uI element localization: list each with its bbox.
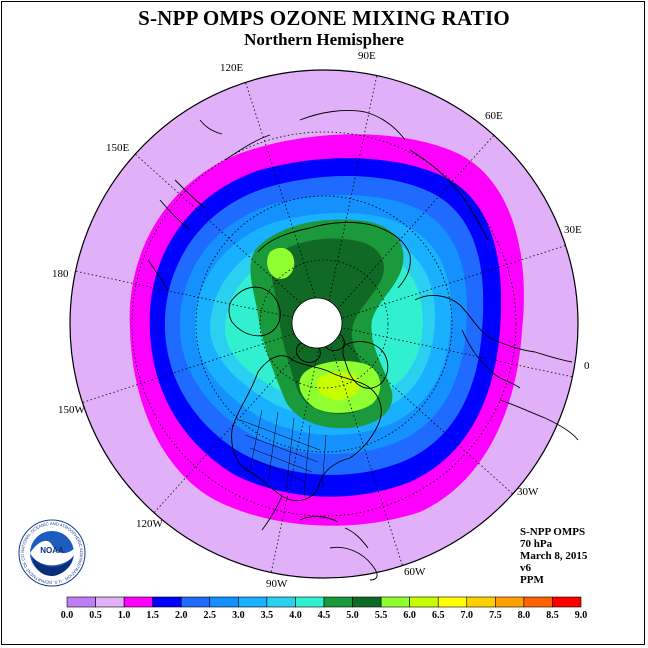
colorbar-tick-label: 3.5 bbox=[260, 610, 274, 621]
colorbar-swatch bbox=[409, 596, 439, 608]
lon-label: 60E bbox=[485, 110, 503, 122]
colorbar-swatch bbox=[180, 596, 211, 608]
lon-label: 150E bbox=[106, 142, 130, 154]
colorbar-swatch bbox=[238, 596, 268, 608]
map-subtitle: Northern Hemisphere bbox=[244, 30, 404, 49]
colorbar-swatch bbox=[380, 596, 410, 608]
info-version: v6 bbox=[520, 562, 531, 574]
info-units: PPM bbox=[520, 574, 544, 586]
colorbar-tick-label: 6.0 bbox=[403, 610, 416, 621]
lon-label: 60W bbox=[404, 566, 426, 578]
lon-label: 180 bbox=[52, 268, 69, 280]
colorbar-swatch bbox=[523, 596, 553, 608]
colorbar-swatch bbox=[295, 596, 325, 608]
colorbar-tick-label: 6.5 bbox=[431, 610, 445, 621]
lon-label: 30E bbox=[564, 224, 582, 236]
polar-night-mask bbox=[291, 297, 343, 349]
colorbar-tick-label: 8.5 bbox=[546, 610, 559, 621]
info-pressure: 70 hPa bbox=[520, 538, 553, 550]
latitude-circle bbox=[131, 131, 517, 517]
coastlines bbox=[147, 110, 579, 581]
colorbar-swatch bbox=[123, 596, 153, 608]
colorbar-tick-label: 0.5 bbox=[89, 610, 102, 621]
graticule bbox=[75, 75, 573, 573]
map-boundary bbox=[69, 69, 579, 579]
colorbar-swatch bbox=[352, 596, 382, 608]
info-date: March 8, 2015 bbox=[520, 550, 588, 562]
colorbar-swatch bbox=[209, 596, 239, 608]
latitude-circle bbox=[195, 195, 453, 453]
colorbar-swatch bbox=[66, 596, 96, 608]
colorbar-swatch bbox=[152, 596, 182, 608]
band-5.5-6.0 bbox=[267, 247, 295, 279]
colorbar-tick-label: 7.5 bbox=[489, 610, 502, 621]
map-title: S-NPP OMPS OZONE MIXING RATIO bbox=[138, 6, 510, 30]
colorbar-swatch bbox=[95, 596, 125, 608]
lon-label: 90E bbox=[358, 50, 376, 62]
colorbar-tick-label: 8.0 bbox=[517, 610, 531, 621]
logo-text: NOAA bbox=[40, 546, 64, 555]
colorbar-tick-label: 2.0 bbox=[174, 610, 188, 621]
lon-label: 0 bbox=[584, 360, 590, 372]
colorbar-tick-label: 4.5 bbox=[317, 610, 331, 621]
lon-label: 120E bbox=[220, 62, 244, 74]
colorbar-tick-label: 5.0 bbox=[346, 610, 359, 621]
colorbar-tick-label: 0.0 bbox=[60, 610, 74, 621]
colorbar-tick-label: 9.0 bbox=[574, 610, 588, 621]
noaa-logo: NATIONAL OCEANIC AND ATMOSPHERIC ADMINIS… bbox=[18, 519, 86, 587]
colorbar-swatch bbox=[552, 596, 582, 608]
colorbar-tick-label: 2.5 bbox=[203, 610, 217, 621]
colorbar-swatch bbox=[266, 596, 296, 608]
lon-label: 90W bbox=[266, 578, 288, 590]
latitude-circle bbox=[259, 259, 389, 389]
colorbar-tick-label: 1.5 bbox=[146, 610, 159, 621]
colorbar-swatch bbox=[495, 596, 525, 608]
lon-label: 30W bbox=[517, 486, 539, 498]
info-instrument: S-NPP OMPS bbox=[520, 526, 586, 538]
colorbar-swatch bbox=[466, 596, 496, 608]
colorbar-swatch bbox=[437, 596, 468, 608]
colorbar-tick-label: 3.0 bbox=[232, 610, 245, 621]
colorbar-tick-label: 1.0 bbox=[117, 610, 131, 621]
colorbar-tick-label: 7.0 bbox=[460, 610, 474, 621]
lon-label: 150W bbox=[58, 404, 85, 416]
colorbar-tick-label: 4.0 bbox=[289, 610, 302, 621]
colorbar-tick-label: 5.5 bbox=[374, 610, 388, 621]
colorbar-swatch bbox=[323, 596, 353, 608]
lon-label: 120W bbox=[136, 518, 163, 530]
us-state-borders bbox=[239, 409, 327, 497]
info-block: S-NPP OMPS 70 hPa March 8, 2015 v6 PPM bbox=[520, 526, 587, 586]
